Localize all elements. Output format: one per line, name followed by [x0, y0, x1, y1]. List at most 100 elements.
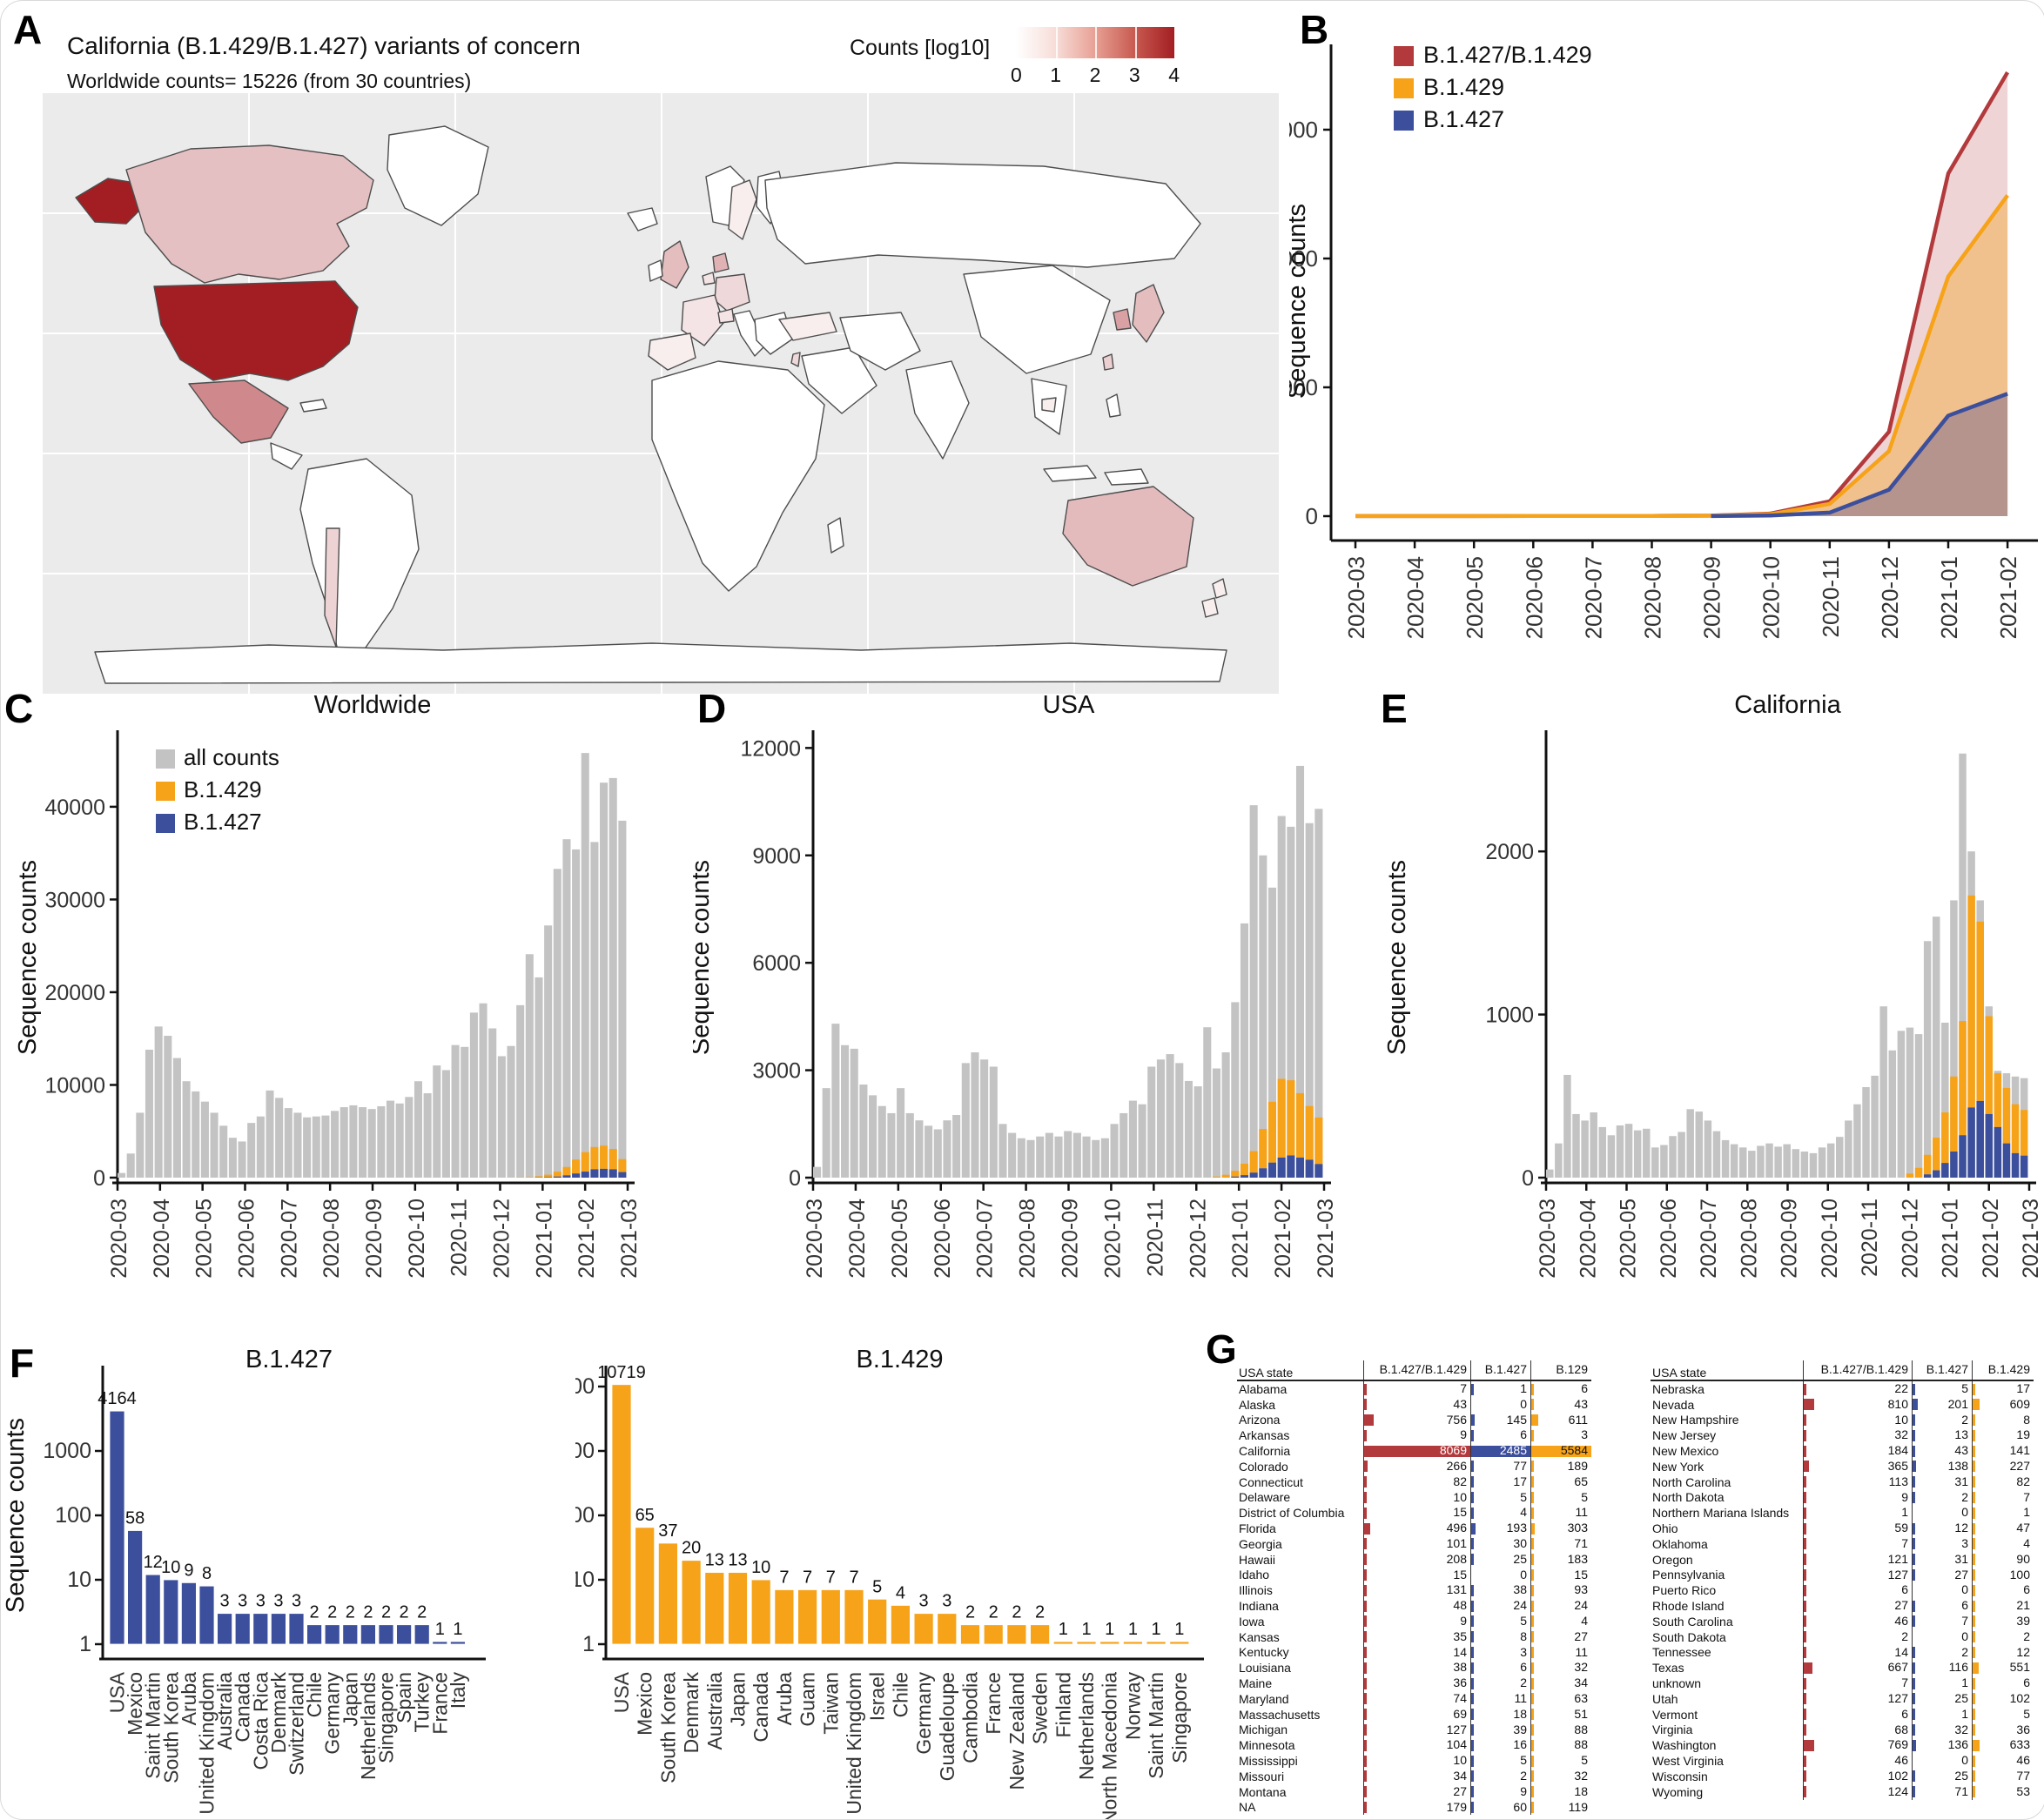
count-cell: 9 — [1363, 1427, 1470, 1443]
x-category-label: Netherlands — [1075, 1672, 1098, 1780]
bar-all — [229, 1138, 237, 1178]
count-cell: 101 — [1363, 1536, 1470, 1552]
bar-Guadeloupe — [938, 1614, 957, 1644]
x-tick-label: 2020-05 — [192, 1199, 217, 1279]
map-region-indonesia-1 — [1044, 466, 1096, 481]
state-name-cell: Ohio — [1651, 1521, 1803, 1535]
chart-title: California — [1734, 691, 1841, 719]
legend-label: B.1.429 — [1423, 74, 1504, 100]
count-cell: 136 — [1912, 1737, 1972, 1753]
bar-all — [127, 1153, 135, 1178]
y-tick-label: 30000 — [44, 888, 105, 912]
count-value: 4 — [1531, 1614, 1591, 1629]
count-cell: 1 — [1803, 1505, 1912, 1521]
bar-b1429 — [1268, 1102, 1276, 1163]
count-value: 18 — [1531, 1784, 1591, 1800]
count-value: 27 — [1364, 1784, 1470, 1800]
x-tick-label: 2020-10 — [405, 1199, 429, 1279]
state-name-cell: Nebraska — [1651, 1382, 1803, 1396]
bar-Taiwan — [821, 1589, 840, 1644]
count-cell: 7 — [1363, 1381, 1470, 1397]
bar-all — [1222, 1052, 1230, 1178]
bar-b1427 — [544, 1177, 552, 1178]
count-cell: 6 — [1470, 1427, 1530, 1443]
count-cell: 1 — [1912, 1707, 1972, 1723]
bar-all — [1111, 1124, 1119, 1178]
count-cell: 30 — [1470, 1536, 1530, 1552]
count-value: 14 — [1364, 1645, 1470, 1661]
count-cell: 1 — [1972, 1505, 2034, 1521]
count-cell: 6 — [1803, 1582, 1912, 1598]
count-value: 46 — [1804, 1614, 1912, 1629]
count-value: 74 — [1364, 1691, 1470, 1707]
bar-b1427 — [562, 1175, 570, 1178]
state-name-cell: New Mexico — [1651, 1444, 1803, 1458]
count-cell: 227 — [1972, 1459, 2034, 1474]
map-country-madagascar — [828, 518, 844, 553]
bar-all — [359, 1107, 366, 1178]
count-value: 32 — [1531, 1769, 1591, 1784]
bar-b1427 — [609, 1169, 617, 1178]
count-value: 227 — [1973, 1459, 2034, 1474]
count-cell: 6 — [1912, 1598, 1972, 1614]
count-value: 9 — [1804, 1490, 1912, 1506]
count-cell: 127 — [1363, 1723, 1470, 1738]
bar-all — [823, 1088, 830, 1178]
count-value: 8 — [1973, 1413, 2034, 1428]
bar-all — [841, 1045, 849, 1178]
y-tick-label: 10 — [575, 1568, 595, 1592]
bar-United Kingdom — [844, 1589, 864, 1644]
legend-label: all counts — [184, 744, 279, 770]
bar-all — [257, 1117, 265, 1178]
legend-swatch-B.1.429 — [1394, 78, 1414, 98]
x-category-label: North Macedonia — [1099, 1672, 1121, 1819]
bar-value-label: 2 — [1012, 1603, 1021, 1622]
bar-all — [1678, 1132, 1684, 1178]
count-cell: 127 — [1803, 1568, 1912, 1583]
count-value: 100 — [1973, 1568, 2034, 1583]
x-tick-label: 2020-11 — [1818, 556, 1844, 638]
table-header-label: B.1.427/B.1.429 — [1804, 1360, 1912, 1378]
bar-value-label: 4164 — [97, 1389, 137, 1408]
count-value: 2 — [1471, 1676, 1530, 1691]
panel-g-label: G — [1206, 1326, 1237, 1373]
map-legend-tick-label: 2 — [1090, 64, 1101, 87]
bar-all — [414, 1081, 422, 1178]
bar-all — [1083, 1137, 1091, 1178]
bar-all — [590, 842, 598, 1178]
panel-a-title: California (B.1.429/B.1.427) variants of… — [67, 32, 581, 60]
state-name-cell: Nevada — [1651, 1398, 1803, 1412]
bar-all — [507, 1046, 514, 1178]
count-value: 22 — [1804, 1381, 1912, 1397]
legend-label: B.1.427 — [1423, 106, 1504, 132]
count-cell: 201 — [1912, 1397, 1972, 1413]
count-cell: 32 — [1912, 1723, 1972, 1738]
count-cell: 10 — [1363, 1490, 1470, 1506]
count-cell: 15 — [1363, 1505, 1470, 1521]
bar-b1429 — [609, 1149, 617, 1169]
state-name-cell: Wisconsin — [1651, 1770, 1803, 1783]
bar-b1429 — [1915, 1168, 1922, 1178]
y-tick-label: 2000 — [1485, 840, 1534, 864]
map-legend-title: Counts [log10] — [850, 36, 990, 61]
count-cell: 31 — [1912, 1474, 1972, 1490]
bar-Canada — [235, 1614, 250, 1644]
count-cell: 36 — [1972, 1723, 2034, 1738]
x-category-label: Singapore — [1168, 1672, 1191, 1763]
x-tick-label: 2020-12 — [1186, 1199, 1210, 1279]
state-name-cell: South Carolina — [1651, 1615, 1803, 1629]
count-value: 1 — [1973, 1505, 2034, 1521]
x-category-label: Canada — [750, 1672, 772, 1743]
count-value: 7 — [1364, 1381, 1470, 1397]
x-tick-label: 2020-11 — [1858, 1199, 1882, 1277]
count-cell: 2 — [1912, 1490, 1972, 1506]
table-header-cell: B.1.427/B.1.429 — [1363, 1360, 1470, 1380]
count-value: 32 — [1804, 1427, 1912, 1443]
bar-all — [1889, 1051, 1896, 1178]
count-value: 11 — [1531, 1645, 1591, 1661]
